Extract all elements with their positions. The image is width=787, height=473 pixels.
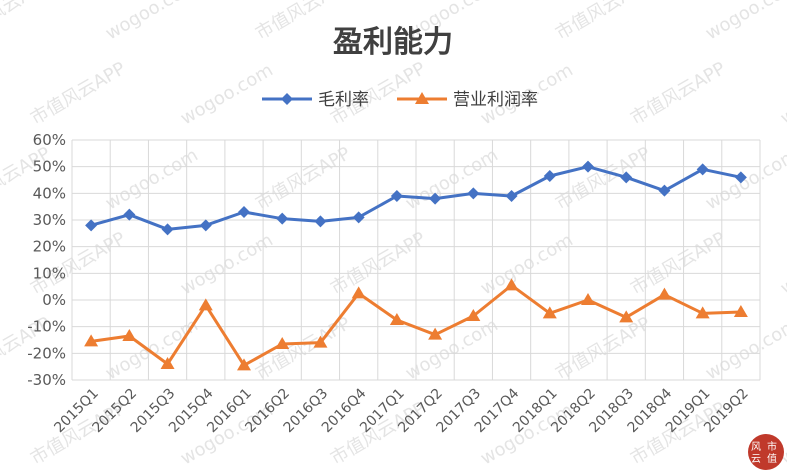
data-point	[657, 287, 672, 300]
y-tick-label: 50%	[33, 158, 66, 176]
data-point	[237, 358, 251, 371]
data-point	[351, 286, 366, 299]
data-point	[428, 327, 443, 340]
logo-badge	[748, 434, 784, 470]
chart-title: 盈利能力	[333, 25, 453, 60]
legend-label-0: 毛利率	[318, 90, 369, 110]
logo-text: 云	[751, 454, 761, 465]
series-line-0	[90, 165, 742, 231]
data-point	[352, 211, 365, 224]
data-point	[160, 357, 175, 369]
data-point	[199, 219, 212, 232]
data-point	[466, 309, 481, 321]
data-point	[276, 212, 289, 225]
data-point	[275, 337, 290, 349]
data-point	[505, 190, 518, 202]
series-line-1	[90, 283, 741, 367]
data-point	[581, 293, 595, 305]
data-point	[314, 215, 327, 228]
data-point	[313, 335, 328, 348]
y-tick-label: 20%	[33, 238, 66, 256]
legend-marker	[415, 92, 429, 104]
data-point	[695, 306, 710, 319]
grid	[71, 139, 761, 381]
y-tick-label: -10%	[27, 318, 66, 336]
y-tick-label: 0%	[42, 291, 66, 309]
data-point	[696, 163, 709, 176]
y-axis: 60% 50% 40% 30% 20% 10% 0% -10% -20% -30%	[27, 131, 66, 389]
data-point	[122, 329, 137, 341]
y-tick-label: 60%	[33, 131, 66, 149]
logo-text: 市	[767, 440, 777, 453]
data-point	[658, 184, 671, 197]
legend: 毛利率 营业利润率	[262, 90, 538, 110]
y-tick-label: 40%	[33, 184, 66, 202]
data-point	[542, 306, 557, 319]
logo-text: 风	[751, 441, 761, 453]
data-point	[389, 313, 404, 325]
series-layer	[84, 160, 748, 371]
logo-text: 值	[767, 452, 777, 465]
y-tick-label: 30%	[33, 211, 66, 229]
data-point	[85, 219, 98, 232]
data-point	[123, 208, 136, 221]
data-point	[733, 305, 748, 317]
data-point	[198, 298, 213, 311]
data-point	[619, 310, 634, 323]
data-point	[467, 187, 480, 200]
data-point	[734, 171, 747, 184]
y-tick-label: -30%	[27, 371, 66, 389]
data-point	[504, 278, 519, 291]
data-point	[84, 334, 99, 347]
y-tick-label: 10%	[33, 264, 66, 282]
data-point	[543, 170, 556, 182]
data-point	[238, 206, 250, 218]
data-point	[620, 171, 633, 184]
data-point	[429, 192, 442, 205]
data-point	[161, 223, 174, 236]
y-tick-label: -20%	[27, 344, 66, 362]
legend-marker	[281, 93, 293, 105]
data-point	[390, 190, 403, 202]
data-point	[582, 160, 594, 173]
legend-label-1: 营业利润率	[453, 90, 538, 110]
